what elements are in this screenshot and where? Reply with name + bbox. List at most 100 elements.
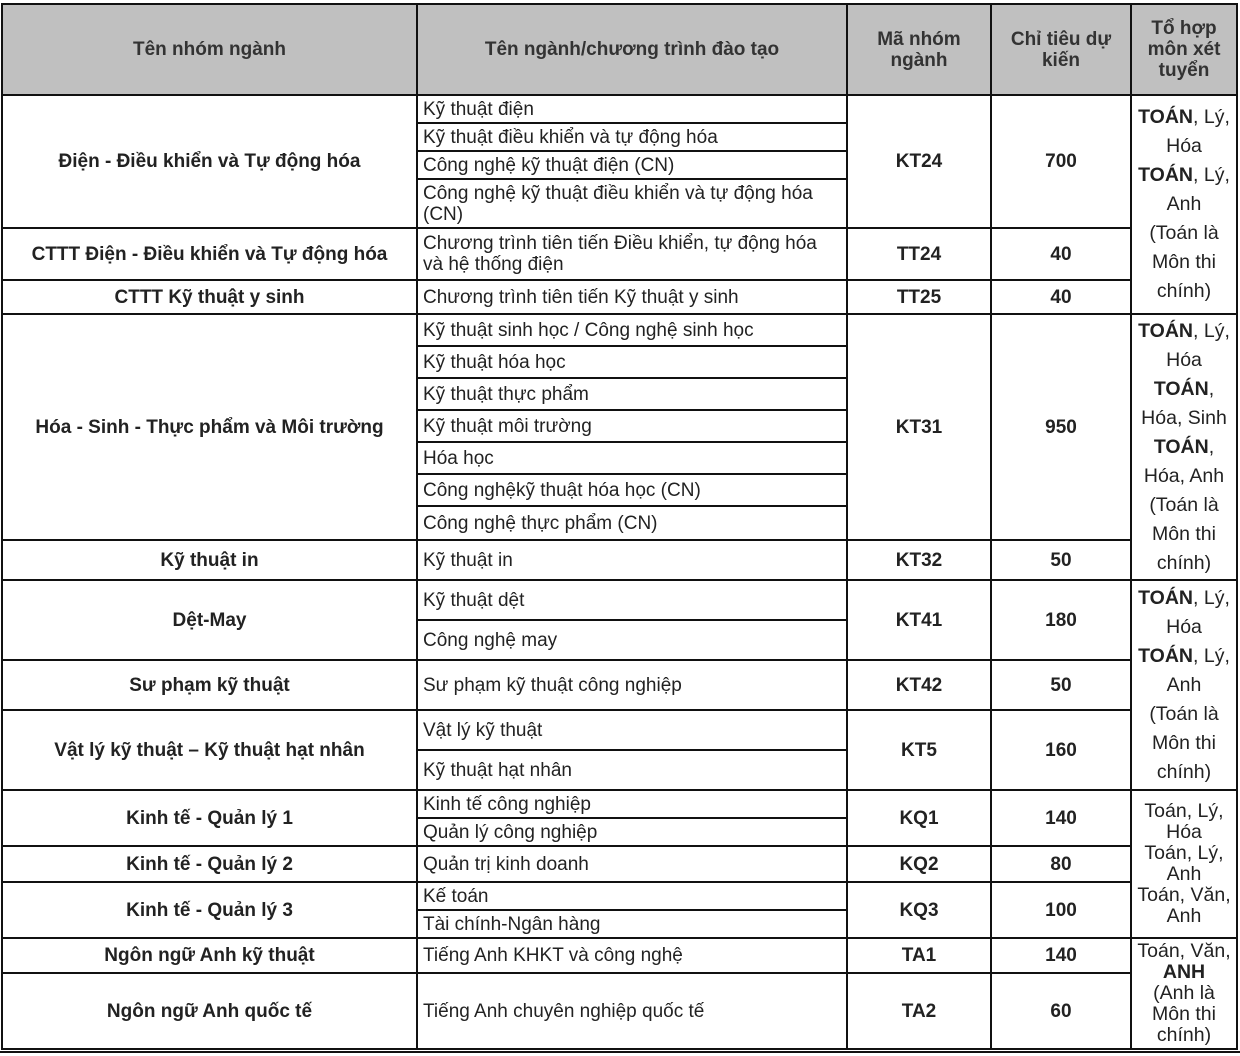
- combo-text: TOÁN: [1138, 106, 1194, 128]
- table-row: Điện - Điều khiển và Tự động hóa Kỹ thuật…: [1, 94, 1238, 315]
- program-name: Quản lý công nghiệp: [416, 817, 848, 847]
- program-name: Tiếng Anh chuyên nghiệp quốc tế: [416, 972, 848, 1050]
- group-code: KT41: [846, 579, 992, 661]
- combo-text: Toán, Lý, Hóa: [1144, 800, 1224, 843]
- program-name: Kỹ thuật hóa học: [416, 345, 848, 379]
- quota: 50: [990, 659, 1132, 711]
- quota: 140: [990, 937, 1132, 974]
- group-code: TA1: [846, 937, 992, 974]
- group-name: Dệt-May: [1, 579, 418, 661]
- combo-line: (Anh là Môn thi chính): [1134, 983, 1234, 1046]
- program-name: Kỹ thuật sinh học / Công nghệ sinh học: [416, 313, 848, 347]
- group-code: KQ2: [846, 845, 992, 883]
- subject-combo: TOÁN, Lý, Hóa TOÁN, Lý, Anh (Toán là Môn t…: [1130, 94, 1238, 315]
- combo-text: TOÁN: [1138, 586, 1194, 609]
- table-row: Công nghệ kỹ thuật điều khiển và tự động…: [2, 178, 1237, 229]
- combo-text: (Toán là Môn thi chính): [1149, 222, 1219, 302]
- table-row: Kinh tế - Quản lý 3 Kế toán KQ3 100: [1, 881, 1237, 939]
- program-name: Kỹ thuật hạt nhân: [416, 749, 848, 791]
- combo-line: TOÁN, Lý, Anh: [1134, 161, 1234, 219]
- combo-text: Toán, Lý, Anh: [1144, 842, 1224, 885]
- group-name: Kỹ thuật in: [1, 539, 418, 581]
- combo-text: TOÁN: [1153, 377, 1209, 400]
- program-name: Kỹ thuật in: [416, 539, 848, 581]
- combo-text: (Toán là Môn thi chính): [1149, 702, 1219, 783]
- group-name: CTTT Điện - Điều khiển và Tự động hóa: [1, 227, 418, 281]
- combo-line: TOÁN, Hóa, Anh: [1134, 433, 1234, 491]
- table-row: Kỹ thuật điều khiển và tự động hóa: [2, 122, 1237, 152]
- header-combo: Tổ hợp môn xét tuyển: [1130, 3, 1238, 96]
- program-name: Công nghệ kỹ thuật điều khiển và tự động…: [416, 178, 848, 229]
- program-name: Công nghệkỹ thuật hóa học (CN): [416, 473, 848, 507]
- combo-text: TOÁN: [1138, 164, 1194, 186]
- program-name: Kỹ thuật điện: [416, 94, 848, 124]
- program-name: Vật lý kỹ thuật: [416, 709, 848, 751]
- quota: 950: [990, 313, 1132, 541]
- group-code: KT5: [846, 709, 992, 791]
- group-code: TT24: [846, 227, 992, 281]
- combo-text: , Lý, Hóa: [1166, 106, 1230, 157]
- program-name: Tiếng Anh KHKT và công nghệ: [416, 937, 848, 974]
- program-name: Kỹ thuật môi trường: [416, 409, 848, 443]
- table-row: Ngôn ngữ Anh quốc tế Tiếng Anh chuyên ngh…: [1, 972, 1237, 1050]
- table-row: Tài chính-Ngân hàng: [2, 909, 1237, 939]
- table-row: Hóa - Sinh - Thực phẩm và Môi trường Kỹ t…: [1, 313, 1238, 581]
- group-name: Kinh tế - Quản lý 2: [1, 845, 418, 883]
- program-name: Tài chính-Ngân hàng: [416, 909, 848, 939]
- header-group-name: Tên nhóm ngành: [1, 3, 418, 96]
- combo-text: (Toán là Môn thi chính): [1149, 493, 1219, 574]
- combo-text: TOÁN: [1153, 435, 1209, 458]
- combo-line: TOÁN, Lý, Hóa: [1134, 317, 1234, 375]
- combo-text: , Lý, Anh: [1166, 644, 1230, 696]
- quota: 700: [990, 94, 1132, 229]
- combo-line: Toán, Văn, Anh: [1134, 885, 1234, 927]
- combo-text: , Lý, Hóa: [1166, 319, 1230, 371]
- combo-text: TOÁN: [1138, 644, 1194, 667]
- group-name: Ngôn ngữ Anh quốc tế: [1, 972, 418, 1050]
- group-name: Sư phạm kỹ thuật: [1, 659, 418, 711]
- group-code: KT24: [846, 94, 992, 229]
- combo-text: , Hóa, Sinh: [1141, 377, 1227, 429]
- combo-text: , Hóa, Anh: [1143, 435, 1225, 487]
- combo-text: , Lý, Anh: [1166, 164, 1230, 215]
- combo-line: TOÁN, Lý, Hóa: [1134, 584, 1234, 642]
- combo-line: TOÁN, Hóa, Sinh: [1134, 375, 1234, 433]
- table-row: Quản lý công nghiệp: [2, 817, 1237, 847]
- admission-table: Tên nhóm ngành Tên ngành/chương trình đà…: [1, 3, 1238, 1050]
- table-row: Hóa học: [2, 441, 1237, 475]
- subject-combo: Toán, Lý, Hóa Toán, Lý, Anh Toán, Văn, Anh: [1130, 789, 1238, 939]
- table-row: Công nghệ may: [2, 619, 1237, 661]
- program-name: Kinh tế công nghiệp: [416, 789, 848, 819]
- table-row: Kinh tế - Quản lý 1 Kinh tế công nghiệp KQ…: [1, 789, 1238, 939]
- quota: 80: [990, 845, 1132, 883]
- table-row: Kỹ thuật in Kỹ thuật in KT32 50: [1, 539, 1237, 581]
- group-name: Vật lý kỹ thuật – Kỹ thuật hạt nhân: [1, 709, 418, 791]
- subject-combo: Toán, Văn, ANH (Anh là Môn thi chính): [1130, 937, 1238, 1050]
- group-code: KT42: [846, 659, 992, 711]
- table-row: Công nghệkỹ thuật hóa học (CN): [2, 473, 1237, 507]
- program-name: Công nghệ may: [416, 619, 848, 661]
- program-name: Chương trình tiên tiến Điều khiển, tự độ…: [416, 227, 848, 281]
- combo-text: (Anh là Môn thi chính): [1152, 982, 1216, 1046]
- group-code: TT25: [846, 279, 992, 315]
- table-row: Ngôn ngữ Anh kỹ thuật Tiếng Anh KHKT và c…: [1, 937, 1238, 1050]
- table-row: Kỹ thuật hạt nhân: [2, 749, 1237, 791]
- table-row: Dệt-May Kỹ thuật dệt KT41 180 TOÁN, Lý, Hóa T…: [1, 579, 1238, 791]
- combo-line: (Toán là Môn thi chính): [1134, 491, 1234, 578]
- combo-text: TOÁN: [1138, 319, 1194, 342]
- group-name: Kinh tế - Quản lý 1: [1, 789, 418, 847]
- group-code: KT31: [846, 313, 992, 541]
- program-name: Hóa học: [416, 441, 848, 475]
- quota: 50: [990, 539, 1132, 581]
- subject-combo: TOÁN, Lý, Hóa TOÁN, Lý, Anh (Toán là Môn t…: [1130, 579, 1238, 791]
- combo-line: (Toán là Môn thi chính): [1134, 219, 1234, 306]
- quota: 100: [990, 881, 1132, 939]
- combo-text: Toán, Văn,: [1137, 940, 1231, 962]
- program-name: Công nghệ thực phẩm (CN): [416, 505, 848, 541]
- program-name: Kỹ thuật thực phẩm: [416, 377, 848, 411]
- table-row: CTTT Điện - Điều khiển và Tự động hóa Chư…: [1, 227, 1237, 281]
- group-name: Kinh tế - Quản lý 3: [1, 881, 418, 939]
- quota: 40: [990, 227, 1132, 281]
- bottom-border: [0, 1051, 1240, 1053]
- table-row: Công nghệ kỹ thuật điện (CN): [2, 150, 1237, 180]
